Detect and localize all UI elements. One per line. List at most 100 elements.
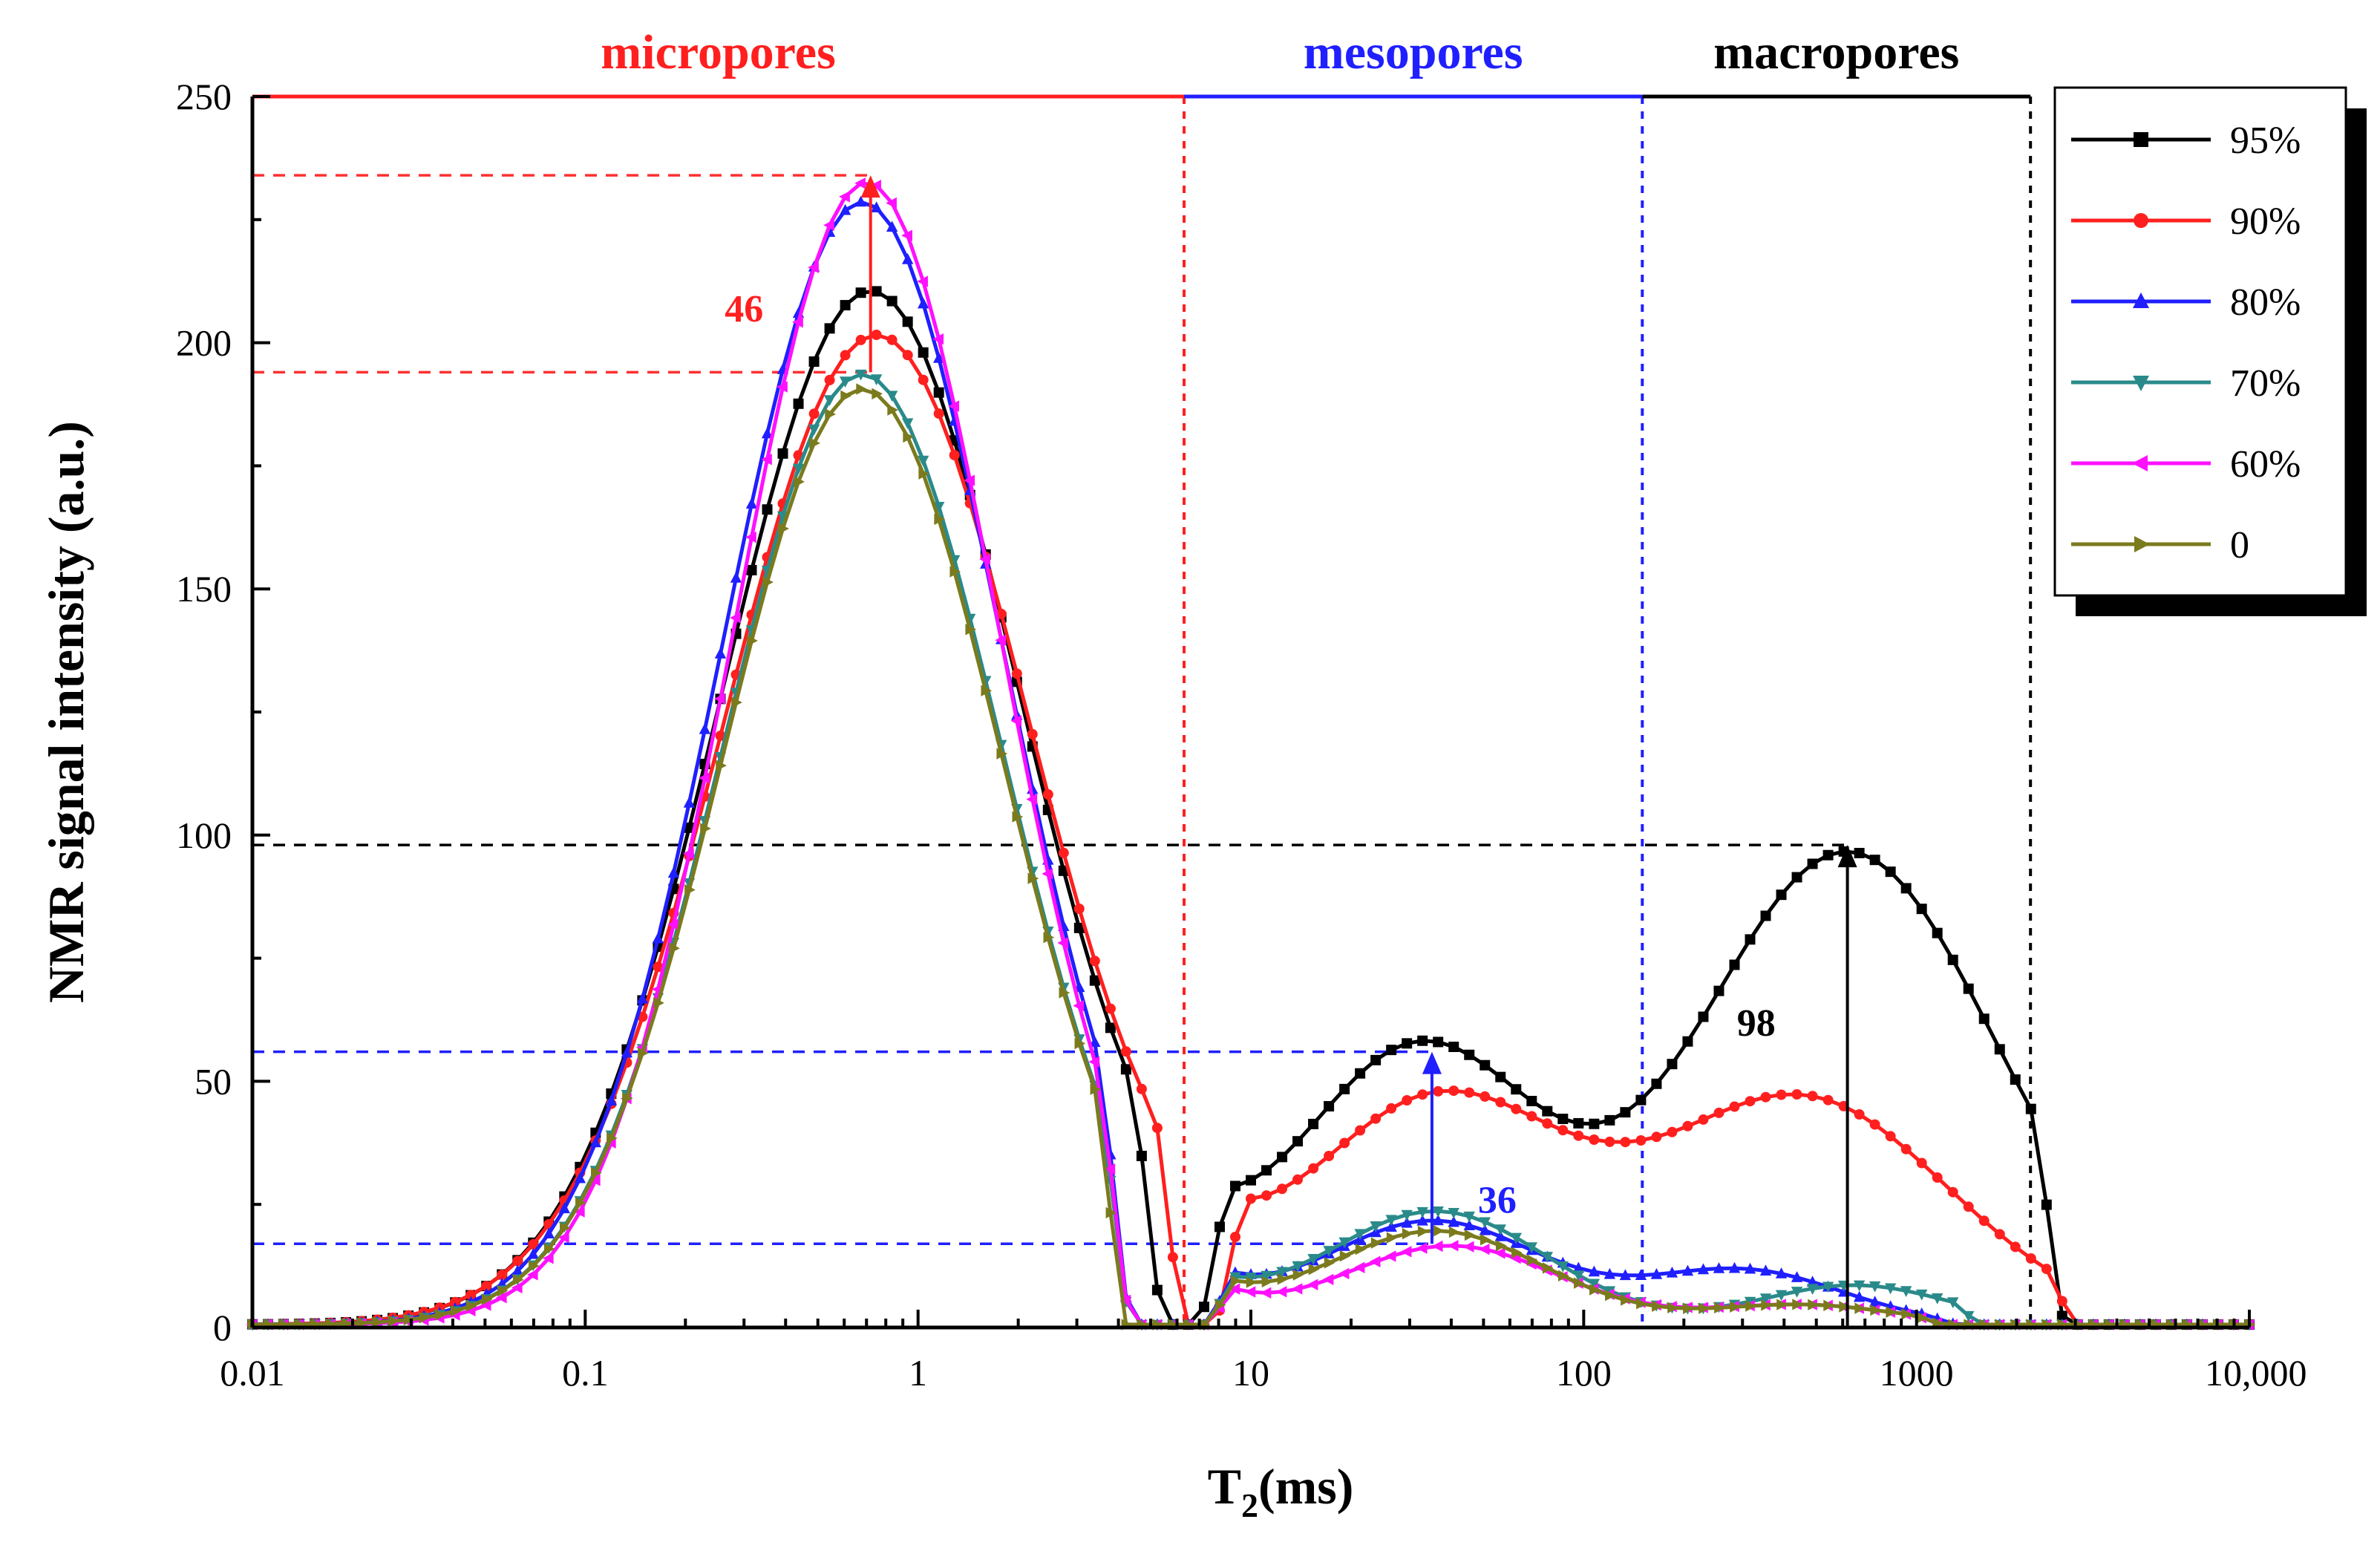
series-4-point-29 [699, 772, 710, 784]
series-3-point-85 [1572, 1270, 1585, 1281]
annotation-label-1: 36 [1478, 1180, 1517, 1222]
series-1-point-109 [1947, 1186, 1958, 1198]
series-2-point-28 [683, 797, 696, 808]
series-4-point-28 [683, 848, 694, 860]
region-label-0: micropores [601, 25, 836, 79]
series-2-point-25 [636, 992, 649, 1004]
legend: 95% 90% 80% 70% 60% 0 [2053, 86, 2367, 616]
series-1-point-77 [1448, 1085, 1459, 1097]
series-5-point-102 [1839, 1301, 1850, 1313]
series-5-point-74 [1402, 1228, 1413, 1240]
series-3-point-40 [870, 374, 883, 385]
series-1-point-96 [1745, 1096, 1756, 1107]
series-5-point-39 [856, 383, 868, 395]
series-3-point-106 [1900, 1286, 1912, 1297]
y-tick-label-0: 0 [213, 1307, 232, 1348]
series-0-point-54 [1089, 975, 1100, 986]
series-3-point-41 [886, 391, 898, 402]
series-0-point-82 [1526, 1095, 1537, 1106]
series-1-point-63 [1230, 1232, 1240, 1242]
series-4-point-42 [901, 229, 912, 241]
series-3-point-98 [1775, 1290, 1788, 1302]
series-0-point-88 [1620, 1107, 1631, 1118]
series-4-point-71 [1353, 1261, 1365, 1273]
series-2-point-90 [1650, 1268, 1663, 1279]
series-2-point-44 [932, 352, 945, 363]
series-1-point-78 [1464, 1087, 1475, 1098]
series-0-point-36 [808, 356, 820, 368]
series-0-point-96 [1745, 934, 1756, 945]
series-5-point-69 [1324, 1257, 1336, 1269]
series-5-point-23 [607, 1132, 618, 1144]
series-0-point-113 [2010, 1074, 2021, 1085]
x-axis-title: T2(ms) [1208, 1458, 1354, 1524]
series-4-point-30 [714, 693, 725, 705]
x-tick-label-4: 100 [1556, 1352, 1612, 1394]
axes: 0.01 0.1 1 10 100 1000 10,000 0 50 100 150 200 250 T2… [38, 76, 2307, 1524]
series-2-point-31 [730, 572, 742, 583]
series-5-point-91 [1667, 1302, 1678, 1314]
series-4-point-49 [1010, 715, 1022, 727]
series-0-point-72 [1370, 1054, 1382, 1065]
series-5-point-85 [1574, 1277, 1585, 1289]
series-1-point-42 [902, 350, 913, 361]
series-1-point-85 [1573, 1130, 1584, 1141]
series-5-point-13 [450, 1305, 462, 1317]
series-2-point-78 [1463, 1219, 1475, 1231]
series-4-point-44 [932, 333, 944, 345]
series-5-point-73 [1386, 1232, 1398, 1244]
series-0-point-99 [1791, 872, 1802, 883]
series-5-point-106 [1901, 1308, 1913, 1320]
series-4-point-20 [558, 1232, 569, 1244]
series-3-point-104 [1869, 1281, 1881, 1293]
series-2-point-103 [1853, 1290, 1866, 1302]
y-tick-label-1: 50 [194, 1060, 232, 1102]
series-4-point-47 [979, 553, 991, 565]
series-1-point-113 [2010, 1241, 2021, 1253]
series-0-point-41 [886, 295, 898, 307]
series-2-point-40 [870, 201, 883, 212]
series-1-point-17 [512, 1255, 523, 1267]
series-4-point-36 [808, 261, 819, 274]
legend-label-4: 60% [2230, 443, 2301, 486]
series-1-point-45 [949, 450, 960, 460]
series-5-point-45 [949, 566, 961, 578]
series-0-point-67 [1292, 1136, 1304, 1147]
series-2-point-91 [1666, 1266, 1678, 1278]
series-1-point-66 [1277, 1183, 1287, 1195]
series-group [246, 177, 2256, 1331]
series-5-point-105 [1886, 1306, 1897, 1318]
series-4-point-55 [1104, 1163, 1116, 1175]
series-5-point-37 [825, 408, 836, 420]
series-3-point-81 [1510, 1232, 1522, 1244]
series-2-point-21 [574, 1172, 586, 1183]
series-5-point-20 [560, 1222, 571, 1234]
series-5-point-96 [1745, 1300, 1756, 1312]
series-2-point-23 [605, 1094, 618, 1106]
series-1-point-107 [1916, 1157, 1927, 1169]
pore-region-bars: micropores mesopores macropores [252, 25, 2033, 1327]
series-5-point-21 [575, 1197, 586, 1209]
series-2-point-18 [527, 1247, 539, 1259]
series-0-point-92 [1682, 1036, 1693, 1047]
series-2-point-54 [1089, 1036, 1101, 1048]
series-5-point-41 [887, 404, 899, 416]
series-2-point-39 [854, 195, 867, 207]
series-2-point-93 [1697, 1263, 1710, 1275]
series-1-point-111 [1978, 1215, 1990, 1227]
x-tick-label-5: 1000 [1880, 1352, 1954, 1394]
series-0-point-73 [1386, 1045, 1397, 1056]
series-0-point-105 [1885, 866, 1896, 878]
series-3-point-43 [917, 455, 929, 467]
series-5-point-76 [1433, 1225, 1445, 1237]
series-1-point-87 [1604, 1136, 1615, 1147]
series-5-point-80 [1495, 1240, 1507, 1252]
series-1-point-75 [1417, 1089, 1428, 1100]
series-5-point-27 [669, 942, 680, 954]
series-5-point-75 [1417, 1225, 1429, 1238]
series-3-point-96 [1744, 1296, 1756, 1308]
series-1-point-14 [465, 1290, 477, 1301]
series-1-point-59 [1167, 1252, 1178, 1263]
series-1-point-98 [1776, 1089, 1787, 1100]
series-4-point-34 [777, 381, 788, 393]
